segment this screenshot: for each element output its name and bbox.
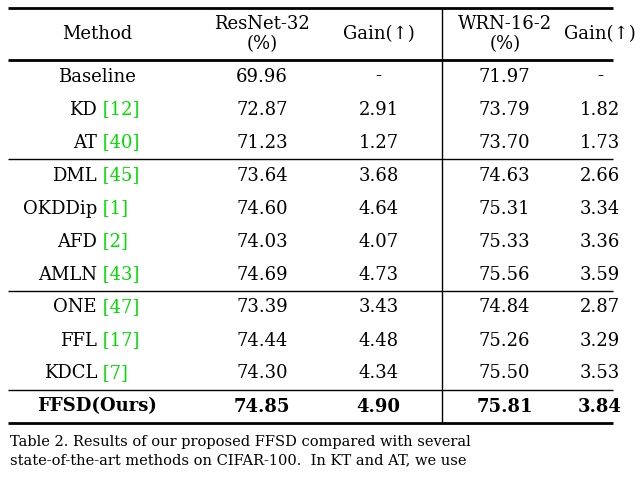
Text: DML [45]: DML [45] [54, 166, 141, 184]
Text: FFL [17]: FFL [17] [58, 332, 137, 350]
Text: 75.81: 75.81 [476, 397, 533, 415]
Text: [7]: [7] [97, 365, 128, 382]
Text: OKDDip [1]: OKDDip [1] [44, 199, 150, 217]
Text: [12]: [12] [97, 101, 140, 119]
Text: 75.33: 75.33 [479, 232, 531, 250]
Text: 71.23: 71.23 [236, 133, 288, 151]
Text: 75.26: 75.26 [479, 332, 531, 350]
Text: 74.85: 74.85 [234, 397, 291, 415]
Text: 4.07: 4.07 [358, 232, 399, 250]
Text: 4.34: 4.34 [358, 365, 399, 382]
Text: [1]: [1] [97, 199, 128, 217]
Text: 4.64: 4.64 [358, 199, 399, 217]
Text: [43]: [43] [97, 266, 140, 284]
Text: 3.34: 3.34 [580, 199, 620, 217]
Text: 1.73: 1.73 [580, 133, 620, 151]
Text: Method: Method [62, 25, 132, 43]
Text: 3.53: 3.53 [580, 365, 620, 382]
Text: 73.64: 73.64 [236, 166, 288, 184]
Text: 75.31: 75.31 [479, 199, 531, 217]
Text: KDCL: KDCL [44, 365, 97, 382]
Text: [40]: [40] [97, 133, 140, 151]
Text: 4.90: 4.90 [356, 397, 401, 415]
Text: KD [12]: KD [12] [62, 101, 132, 119]
Text: AMLN: AMLN [38, 266, 97, 284]
Text: ONE [47]: ONE [47] [54, 299, 140, 317]
Text: 74.60: 74.60 [236, 199, 288, 217]
Text: Gain(↑): Gain(↑) [342, 25, 415, 43]
Text: state-of-the-art methods on CIFAR-100.  In KT and AT, we use: state-of-the-art methods on CIFAR-100. I… [10, 453, 466, 467]
Text: 3.43: 3.43 [358, 299, 399, 317]
Text: 73.70: 73.70 [479, 133, 531, 151]
Text: ONE: ONE [53, 299, 97, 317]
Text: 75.50: 75.50 [479, 365, 531, 382]
Text: Gain(↑): Gain(↑) [564, 25, 636, 43]
Text: AT: AT [73, 133, 97, 151]
Text: OKDDip: OKDDip [23, 199, 97, 217]
Text: 69.96: 69.96 [236, 68, 288, 86]
Text: 3.84: 3.84 [578, 397, 621, 415]
Text: [17]: [17] [97, 332, 140, 350]
Text: 3.29: 3.29 [580, 332, 620, 350]
Text: 74.03: 74.03 [236, 232, 288, 250]
Text: 1.27: 1.27 [358, 133, 399, 151]
Text: 74.44: 74.44 [236, 332, 288, 350]
Text: -: - [376, 68, 381, 86]
Text: 2.91: 2.91 [358, 101, 399, 119]
Text: 4.73: 4.73 [358, 266, 399, 284]
Text: 3.68: 3.68 [358, 166, 399, 184]
Text: Baseline: Baseline [58, 68, 136, 86]
Text: 71.97: 71.97 [479, 68, 531, 86]
Text: ResNet-32
(%): ResNet-32 (%) [214, 15, 310, 54]
Text: WRN-16-2
(%): WRN-16-2 (%) [458, 15, 552, 54]
Text: [45]: [45] [97, 166, 140, 184]
Text: AT [40]: AT [40] [64, 133, 130, 151]
Text: -: - [597, 68, 603, 86]
Text: 74.30: 74.30 [236, 365, 288, 382]
Text: 74.63: 74.63 [479, 166, 531, 184]
Text: 2.87: 2.87 [580, 299, 620, 317]
Text: AFD: AFD [57, 232, 97, 250]
Text: [47]: [47] [97, 299, 140, 317]
Text: 73.39: 73.39 [236, 299, 288, 317]
Text: AMLN [43]: AMLN [43] [46, 266, 148, 284]
Text: 72.87: 72.87 [236, 101, 288, 119]
Text: Table 2. Results of our proposed FFSD compared with several: Table 2. Results of our proposed FFSD co… [10, 435, 470, 449]
Text: AFD [2]: AFD [2] [61, 232, 132, 250]
Text: 75.56: 75.56 [479, 266, 531, 284]
Text: 3.59: 3.59 [580, 266, 620, 284]
Text: KDCL [7]: KDCL [7] [55, 365, 139, 382]
Text: 3.36: 3.36 [580, 232, 620, 250]
Text: 4.48: 4.48 [358, 332, 399, 350]
Text: 74.84: 74.84 [479, 299, 531, 317]
Text: KD: KD [69, 101, 97, 119]
Text: 2.66: 2.66 [580, 166, 620, 184]
Text: 1.82: 1.82 [580, 101, 620, 119]
Text: FFSD(Ours): FFSD(Ours) [37, 397, 157, 415]
Text: DML: DML [52, 166, 97, 184]
Text: 73.79: 73.79 [479, 101, 531, 119]
Text: FFL: FFL [60, 332, 97, 350]
Text: [2]: [2] [97, 232, 128, 250]
Text: 74.69: 74.69 [236, 266, 288, 284]
